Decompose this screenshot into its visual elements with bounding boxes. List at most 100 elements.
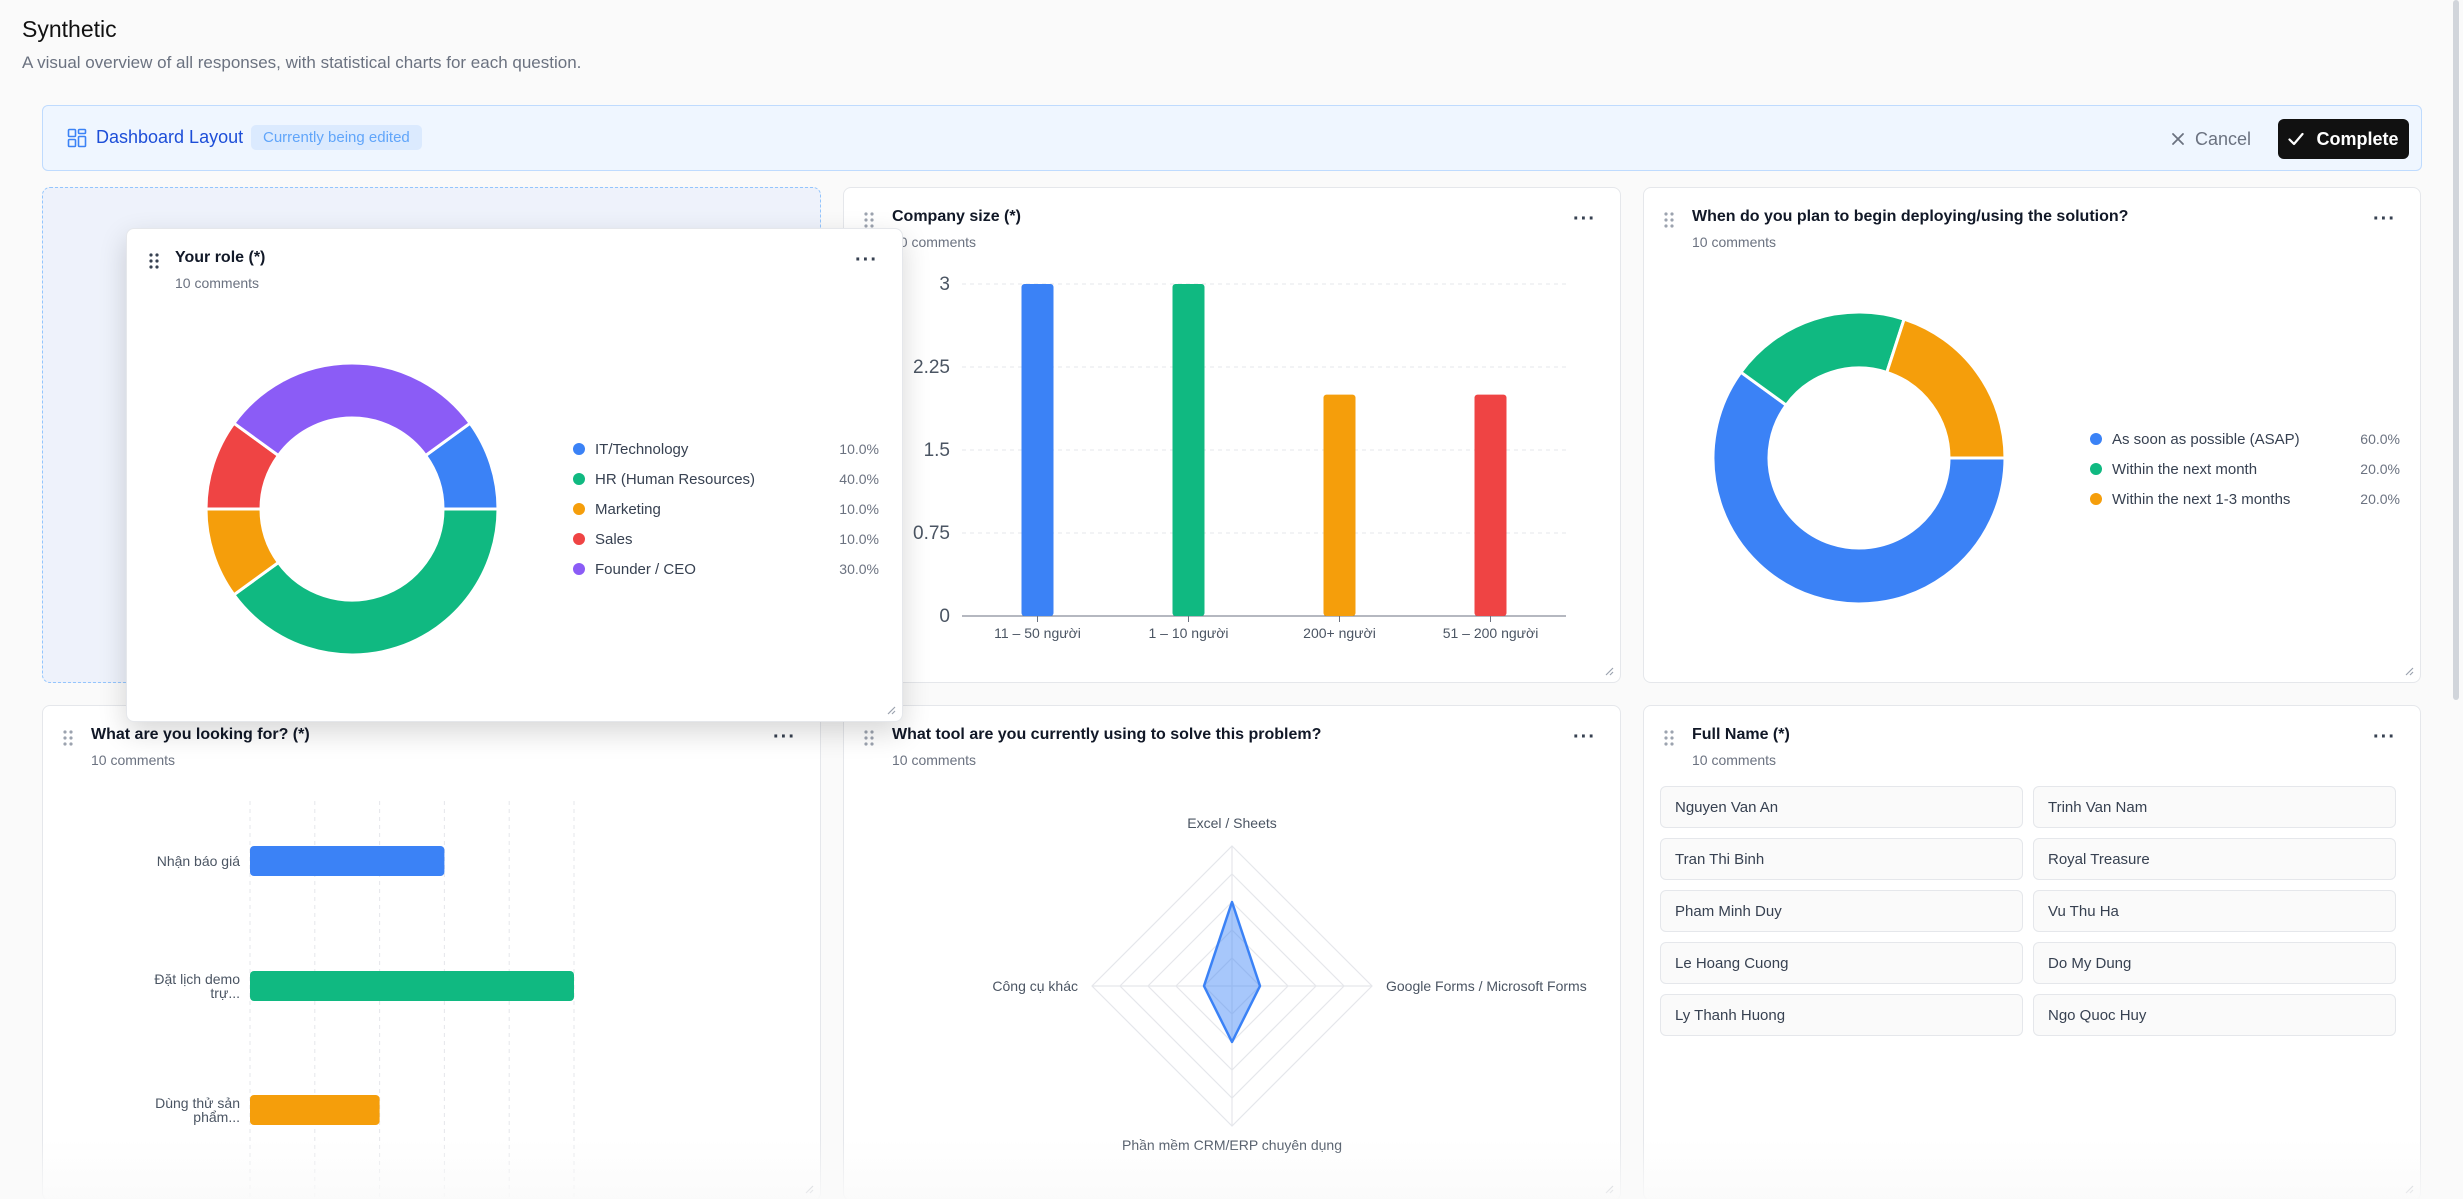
more-options-button[interactable]: ··· bbox=[1573, 726, 1596, 748]
radar-axis-label: Phần mềm CRM/ERP chuyên dụng bbox=[1122, 1137, 1342, 1153]
name-item: Nguyen Van An bbox=[1660, 786, 2023, 828]
bar[interactable] bbox=[1323, 394, 1356, 616]
card-title: When do you plan to begin deploying/usin… bbox=[1692, 208, 2129, 225]
drag-handle-icon[interactable] bbox=[864, 212, 874, 228]
more-options-button[interactable]: ··· bbox=[2373, 208, 2396, 230]
y-tick-label: Dùng thử sản bbox=[155, 1095, 240, 1111]
full-name-card[interactable]: Full Name (*) 10 comments ··· Nguyen Van… bbox=[1643, 705, 2421, 1199]
card-title: What tool are you currently using to sol… bbox=[892, 726, 1322, 743]
card-title: Your role (*) bbox=[175, 249, 266, 266]
donut-slice[interactable] bbox=[1884, 317, 2007, 460]
radar-axis-label: Công cụ khác bbox=[992, 978, 1078, 994]
drag-handle-icon[interactable] bbox=[63, 730, 73, 746]
cancel-label: Cancel bbox=[2195, 128, 2252, 149]
looking-for-card[interactable]: What are you looking for? (*) 10 comment… bbox=[42, 705, 821, 1199]
legend-percent: 20.0% bbox=[2360, 491, 2400, 507]
legend-label: As soon as possible (ASAP) bbox=[2112, 430, 2300, 448]
name-item: Ngo Quoc Huy bbox=[2033, 994, 2396, 1036]
more-options-button[interactable]: ··· bbox=[2373, 726, 2396, 748]
close-icon bbox=[2172, 133, 2184, 145]
deploy-timing-card[interactable]: When do you plan to begin deploying/usin… bbox=[1643, 187, 2421, 683]
resize-handle-icon[interactable] bbox=[1604, 666, 1614, 676]
donut-slice[interactable] bbox=[1711, 370, 2007, 606]
radar-area[interactable] bbox=[1202, 900, 1262, 1044]
card-title: What are you looking for? (*) bbox=[91, 726, 310, 743]
drag-handle-icon[interactable] bbox=[864, 730, 874, 746]
resize-handle-icon[interactable] bbox=[886, 705, 896, 715]
legend-dot bbox=[573, 473, 585, 485]
legend-percent: 10.0% bbox=[839, 531, 879, 547]
x-tick-label: 11 – 50 người bbox=[994, 625, 1081, 641]
resize-handle-icon[interactable] bbox=[2404, 1184, 2414, 1194]
legend-dot bbox=[2090, 493, 2102, 505]
comment-count: 10 comments bbox=[892, 234, 977, 250]
legend-percent: 20.0% bbox=[2360, 461, 2400, 477]
more-options-button[interactable]: ··· bbox=[855, 249, 878, 271]
legend-dot bbox=[573, 443, 585, 455]
current-tool-radar-chart: Excel / Sheets Google Forms / Microsoft F… bbox=[992, 815, 1586, 1153]
more-options-button[interactable]: ··· bbox=[1573, 208, 1596, 230]
resize-handle-icon[interactable] bbox=[1604, 1184, 1614, 1194]
name-item: Ly Thanh Huong bbox=[1660, 994, 2023, 1036]
legend-percent: 30.0% bbox=[839, 561, 879, 577]
legend-item[interactable]: Within the next month 20.0% bbox=[2090, 454, 2400, 484]
bar[interactable] bbox=[250, 846, 445, 876]
legend-dot bbox=[573, 533, 585, 545]
name-item: Do My Dung bbox=[2033, 942, 2396, 984]
name-item: Tran Thi Binh bbox=[1660, 838, 2023, 880]
layout-grid-icon bbox=[67, 128, 87, 148]
current-tool-card[interactable]: What tool are you currently using to sol… bbox=[843, 705, 1621, 1199]
legend-label: Within the next month bbox=[2112, 460, 2258, 478]
complete-label: Complete bbox=[2316, 128, 2399, 149]
legend-dot bbox=[2090, 463, 2102, 475]
legend-label: Founder / CEO bbox=[595, 560, 696, 578]
bar[interactable] bbox=[1474, 394, 1507, 616]
bar[interactable] bbox=[250, 971, 574, 1001]
y-tick-label: 1.5 bbox=[924, 440, 950, 461]
cancel-button[interactable]: Cancel bbox=[2171, 122, 2251, 156]
legend-dot bbox=[573, 563, 585, 575]
legend-percent: 10.0% bbox=[839, 441, 879, 457]
company-size-card[interactable]: Company size (*) 10 comments ··· 0 0.75 1.… bbox=[843, 187, 1621, 683]
name-item: Pham Minh Duy bbox=[1660, 890, 2023, 932]
y-tick-label: 3 bbox=[939, 274, 950, 295]
resize-handle-icon[interactable] bbox=[2404, 666, 2414, 676]
legend-item[interactable]: Sales 10.0% bbox=[573, 524, 879, 554]
drag-handle-icon[interactable] bbox=[1664, 212, 1674, 228]
y-tick-label: Nhận báo giá bbox=[157, 853, 241, 869]
radar-axis-label: Excel / Sheets bbox=[1187, 815, 1277, 831]
bar[interactable] bbox=[1172, 284, 1205, 616]
donut-slice[interactable] bbox=[231, 361, 473, 458]
legend-item[interactable]: Within the next 1-3 months 20.0% bbox=[2090, 484, 2400, 514]
donut-slice[interactable] bbox=[1738, 310, 1907, 408]
x-tick-label: 51 – 200 người bbox=[1443, 625, 1539, 641]
drag-handle-icon[interactable] bbox=[149, 253, 159, 269]
legend-item[interactable]: As soon as possible (ASAP) 60.0% bbox=[2090, 424, 2400, 454]
legend-item[interactable]: HR (Human Resources) 40.0% bbox=[573, 464, 879, 494]
x-tick-label: 1 – 10 người bbox=[1148, 625, 1228, 641]
page-scrollbar[interactable] bbox=[2453, 0, 2459, 700]
comment-count: 10 comments bbox=[1692, 234, 1777, 250]
x-tick-label: 200+ người bbox=[1303, 625, 1376, 641]
legend-label: Marketing bbox=[595, 500, 661, 518]
donut-slice[interactable] bbox=[231, 507, 500, 657]
legend-label: Within the next 1-3 months bbox=[2112, 490, 2291, 508]
legend-item[interactable]: IT/Technology 10.0% bbox=[573, 434, 879, 464]
legend-percent: 40.0% bbox=[839, 471, 879, 487]
resize-handle-icon[interactable] bbox=[804, 1184, 814, 1194]
your-role-card-dragging[interactable]: Your role (*) 10 comments ··· IT/Technol… bbox=[126, 228, 903, 722]
more-options-button[interactable]: ··· bbox=[773, 726, 796, 748]
bar[interactable] bbox=[1021, 284, 1054, 616]
legend-item[interactable]: Marketing 10.0% bbox=[573, 494, 879, 524]
y-tick-label: Đặt lịch demo bbox=[154, 971, 240, 987]
dashboard-layout-title: Dashboard Layout bbox=[96, 127, 244, 147]
legend-item[interactable]: Founder / CEO 30.0% bbox=[573, 554, 879, 584]
page-title: Synthetic bbox=[22, 16, 117, 42]
bar[interactable] bbox=[250, 1095, 380, 1125]
name-item: Le Hoang Cuong bbox=[1660, 942, 2023, 984]
your-role-legend: IT/Technology 10.0% HR (Human Resources) 40… bbox=[573, 434, 879, 584]
legend-dot bbox=[573, 503, 585, 515]
drag-handle-icon[interactable] bbox=[1664, 730, 1674, 746]
complete-button[interactable]: Complete bbox=[2278, 119, 2409, 159]
check-icon bbox=[2288, 132, 2305, 146]
